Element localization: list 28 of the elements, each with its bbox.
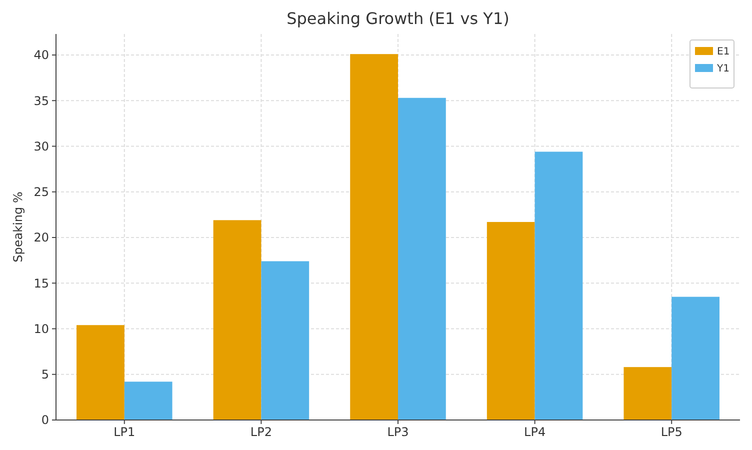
- bar: [486, 222, 535, 420]
- bar: [350, 54, 398, 420]
- x-tick-label: LP3: [387, 425, 409, 439]
- y-tick-label: 25: [34, 185, 49, 200]
- bar: [398, 98, 446, 420]
- bar: [261, 261, 310, 420]
- bar: [124, 382, 172, 420]
- y-tick-label: 0: [41, 413, 49, 428]
- bar: [672, 296, 720, 420]
- y-tick-label: 40: [34, 48, 49, 62]
- bar: [624, 367, 672, 420]
- x-tick-label: LP1: [114, 425, 136, 439]
- bar: [534, 152, 583, 420]
- y-tick-label: 15: [34, 276, 49, 290]
- y-tick-label: 20: [34, 230, 49, 245]
- x-tick-label: LP5: [660, 425, 682, 439]
- bar: [76, 325, 124, 420]
- bar: [213, 220, 262, 420]
- legend-label: Y1: [716, 64, 730, 74]
- chart-title: Speaking Growth (E1 vs Y1): [286, 9, 510, 28]
- y-tick-label: 30: [34, 139, 49, 154]
- y-tick-label: 5: [41, 368, 49, 382]
- y-tick-label: 35: [34, 94, 49, 108]
- x-tick-label: LP2: [250, 425, 272, 439]
- legend-label: E1: [717, 46, 730, 58]
- y-axis-title: Speaking %: [11, 192, 25, 262]
- y-tick-label: 10: [34, 322, 49, 336]
- x-tick-label: LP4: [524, 425, 546, 439]
